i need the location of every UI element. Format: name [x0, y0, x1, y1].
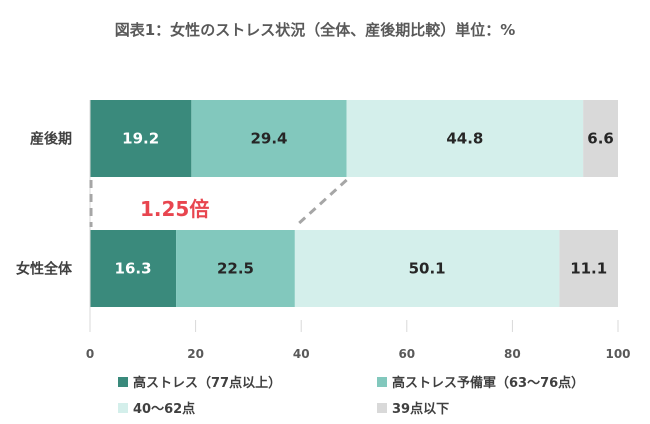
- bar-segment: [90, 100, 192, 177]
- category-label: 産後期: [30, 131, 72, 148]
- bar-segment: [559, 230, 618, 307]
- bar-segment: [191, 100, 347, 177]
- comparison-connector-right: [293, 178, 348, 229]
- tick-label: 60: [398, 347, 415, 361]
- data-labels-layer: 19.2 29.4 44.8 6.6 16.3 22.5 50.1 11.1: [115, 130, 614, 278]
- bar-segment: [90, 230, 177, 307]
- legend-swatch: [377, 377, 387, 387]
- data-label: 44.8: [446, 130, 483, 148]
- legend: 高ストレス（77点以上） 高ストレス予備軍（63～76点） 40～62点 39点以下: [118, 375, 584, 417]
- data-label: 16.3: [115, 260, 152, 278]
- data-label: 29.4: [250, 130, 287, 148]
- bars-layer: [90, 100, 618, 307]
- data-label: 11.1: [570, 260, 607, 278]
- ratio-annotation: 1.25倍: [140, 197, 209, 221]
- bar-segment: [294, 230, 560, 307]
- data-label: 19.2: [122, 130, 159, 148]
- tick-label: 40: [293, 347, 310, 361]
- data-label: 50.1: [409, 260, 446, 278]
- category-label: 女性全体: [16, 261, 73, 278]
- data-label: 22.5: [217, 260, 254, 278]
- legend-label: 高ストレス（77点以上）: [133, 375, 281, 391]
- tick-label: 80: [504, 347, 521, 361]
- legend-label: 40～62点: [133, 401, 195, 417]
- bar-segment: [176, 230, 295, 307]
- tick-label: 100: [605, 347, 630, 361]
- tick-label: 20: [187, 347, 204, 361]
- legend-swatch: [377, 403, 387, 413]
- bar-segment: [346, 100, 584, 177]
- chart-title: 図表1：女性のストレス状況（全体、産後期比較）単位：%: [115, 21, 515, 39]
- legend-swatch: [118, 377, 128, 387]
- data-label: 6.6: [587, 130, 614, 148]
- tick-label: 0: [86, 347, 94, 361]
- legend-label: 39点以下: [392, 401, 449, 417]
- legend-swatch: [118, 403, 128, 413]
- legend-label: 高ストレス予備軍（63～76点）: [392, 375, 584, 391]
- annotation-layer: 1.25倍: [89, 178, 348, 229]
- bar-segment: [583, 100, 618, 177]
